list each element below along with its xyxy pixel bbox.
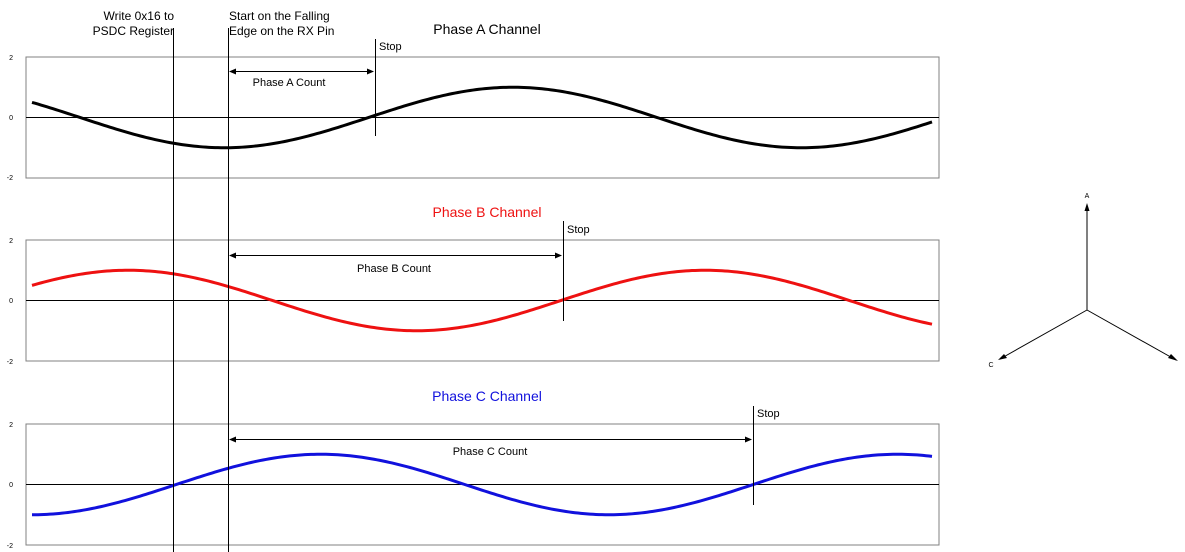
phase-c-title: Phase C Channel	[432, 388, 542, 404]
start-falling-edge-label-line2: Edge on the RX Pin	[229, 24, 334, 38]
write-register-label-line2: PSDC Register	[93, 24, 174, 38]
phase-b-ytick-top: 2	[9, 238, 13, 245]
phase-b-count-label: Phase B Count	[357, 263, 431, 275]
phasor-a-label: A	[1085, 193, 1090, 200]
phase-a-arrowhead-left	[229, 68, 236, 75]
phase-a-count-label: Phase A Count	[253, 77, 326, 89]
phasor-c-axis	[999, 309, 1088, 360]
phase-b-arrowhead-right	[555, 252, 562, 259]
phase-a-title: Phase A Channel	[433, 21, 540, 37]
phase-b-waveform	[31, 268, 933, 333]
phase-c-panel: Phase C Channel 2 0 -2 Stop Phase C Coun…	[7, 388, 940, 550]
phasor-c-arrowhead	[998, 354, 1007, 360]
phase-c-arrowhead-right	[745, 436, 752, 443]
phase-c-ytick-zero: 0	[9, 482, 13, 489]
phasor-a-arrowhead	[1084, 203, 1090, 211]
phasor-b-axis	[1086, 309, 1177, 361]
phase-b-ytick-zero: 0	[9, 298, 13, 305]
phase-c-waveform	[31, 452, 933, 517]
phasor-c-label: C	[988, 362, 993, 369]
phase-b-panel: Phase B Channel 2 0 -2 Stop Phase B Coun…	[7, 204, 940, 366]
phase-a-ytick-bottom: -2	[7, 175, 13, 182]
phase-c-arrowhead-left	[229, 436, 236, 443]
phase-a-arrowhead-right	[367, 68, 374, 75]
phase-a-waveform	[31, 85, 933, 150]
phase-a-ytick-zero: 0	[9, 115, 13, 122]
phase-a-stop-label: Stop	[379, 41, 402, 53]
phasor-b-arrowhead	[1168, 354, 1178, 361]
phasor-diagram: A C	[988, 193, 1178, 369]
phase-c-count-label: Phase C Count	[453, 446, 528, 458]
start-falling-edge-label-line1: Start on the Falling	[229, 9, 330, 23]
phase-c-ytick-top: 2	[9, 422, 13, 429]
phase-c-stop-label: Stop	[757, 408, 780, 420]
write-register-label-line1: Write 0x16 to	[104, 9, 175, 23]
phase-b-ytick-bottom: -2	[7, 359, 13, 366]
phase-a-ytick-top: 2	[9, 55, 13, 62]
phase-a-panel: Phase A Channel 2 0 -2 Stop Phase A Coun…	[7, 21, 940, 182]
phase-b-title: Phase B Channel	[433, 204, 542, 220]
phase-b-stop-label: Stop	[567, 224, 590, 236]
phase-b-arrowhead-left	[229, 252, 236, 259]
phase-c-ytick-bottom: -2	[7, 543, 13, 550]
